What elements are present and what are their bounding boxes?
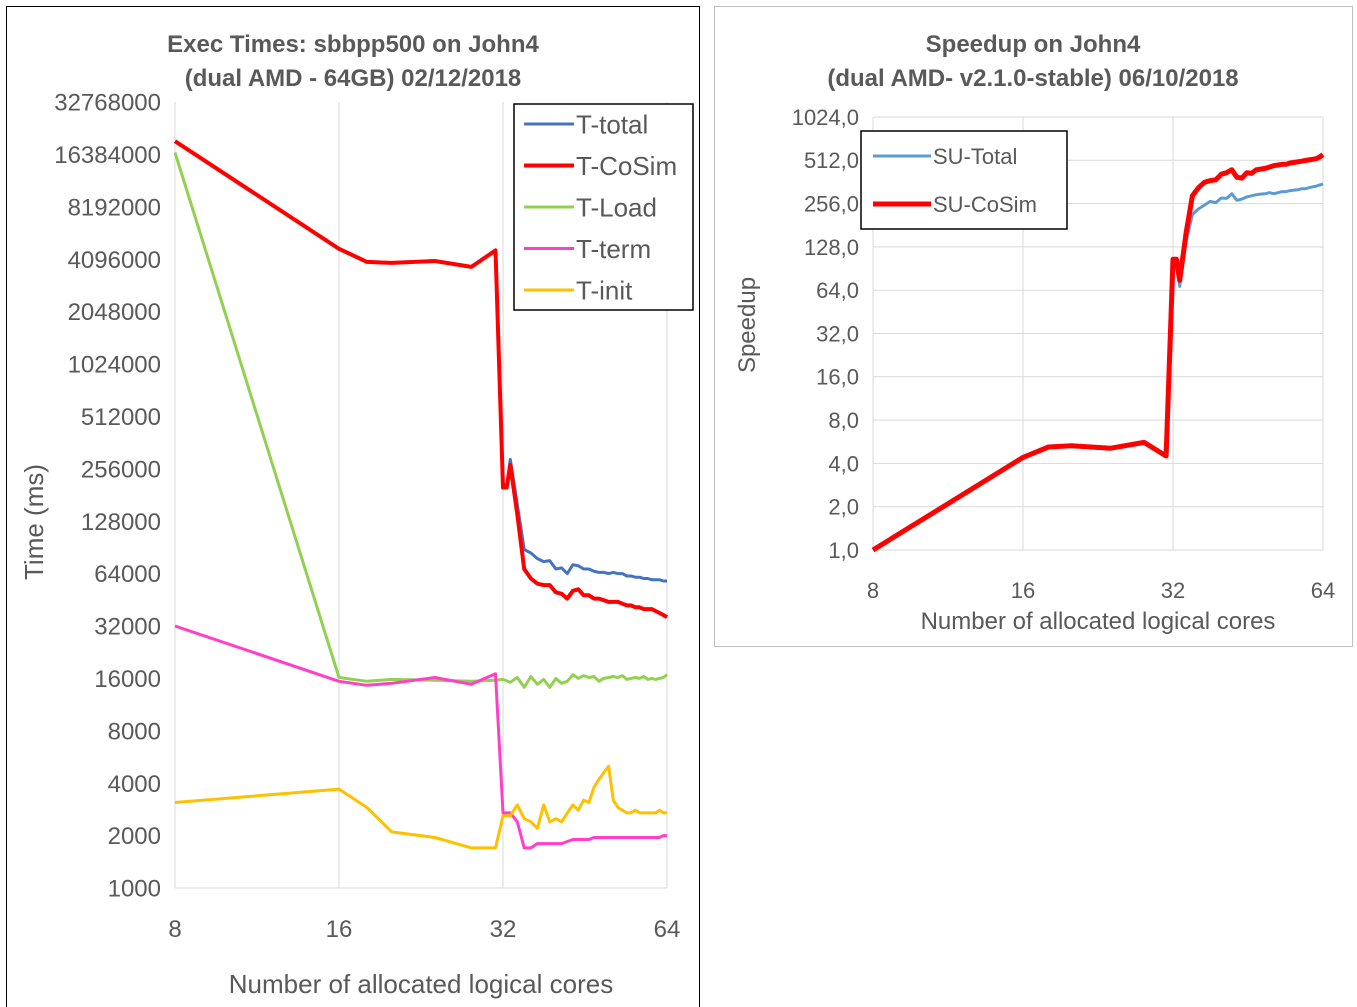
- series-line-t-term: [174, 624, 667, 850]
- y-tick-label: 128000: [81, 509, 161, 536]
- speedup-chart: Speedup on John4 (dual AMD- v2.1.0-stable…: [734, 31, 1335, 635]
- legend-label-su-cosim: SU-CoSim: [933, 192, 1037, 217]
- chart-title-line: Speedup on John4: [926, 31, 1141, 58]
- y-tick-label: 4000: [108, 771, 161, 798]
- y-tick-label: 16384000: [54, 142, 161, 169]
- x-axis-title: Number of allocated logical cores: [921, 608, 1276, 635]
- series-lines: [871, 152, 1325, 553]
- legend-label-t-cosim: T-CoSim: [576, 151, 677, 181]
- y-tick-label: 4096000: [68, 247, 161, 274]
- y-tick-label: 16000: [94, 666, 161, 693]
- x-tick-label: 64: [1311, 578, 1335, 603]
- y-tick-label: 4,0: [828, 451, 859, 476]
- legend: T-total T-CoSim T-Load T-term T-init: [513, 103, 694, 311]
- y-tick-label: 512,0: [804, 148, 859, 173]
- y-axis-title: Time (ms): [19, 464, 49, 580]
- y-tick-label: 1024,0: [792, 105, 859, 130]
- y-tick-label: 2048000: [68, 299, 161, 326]
- y-tick-label: 128,0: [804, 235, 859, 260]
- gridlines: [872, 116, 1324, 551]
- y-tick-label: 256,0: [804, 192, 859, 217]
- y-tick-label: 64,0: [816, 278, 859, 303]
- y-tick-label: 32000: [94, 614, 161, 641]
- y-tick-label: 16,0: [816, 365, 859, 390]
- series-lines: [173, 139, 668, 850]
- chart-title-line: (dual AMD- v2.1.0-stable) 06/10/2018: [827, 65, 1238, 92]
- y-tick-label: 8000: [108, 718, 161, 745]
- y-tick-label: 256000: [81, 456, 161, 483]
- x-tick-label: 16: [326, 916, 353, 943]
- x-tick-label: 32: [1161, 578, 1185, 603]
- y-axis-title: Speedup: [734, 277, 761, 373]
- exec-times-chart-panel: Exec Times: sbbpp500 on John4 (dual AMD -…: [6, 6, 700, 1007]
- y-tick-label: 32768000: [54, 90, 161, 117]
- y-tick-label: 64000: [94, 561, 161, 588]
- series-line-su-total: [872, 182, 1324, 552]
- y-tick-label: 32,0: [816, 321, 859, 346]
- y-tick-label: 2,0: [828, 495, 859, 520]
- y-tick-label: 8192000: [68, 194, 161, 221]
- series-line-su-cosim: [871, 152, 1325, 553]
- legend-label-su-total: SU-Total: [933, 144, 1017, 169]
- series-line-t-cosim: [173, 139, 668, 619]
- y-tick-label: 1024000: [68, 352, 161, 379]
- x-tick-label: 8: [867, 578, 879, 603]
- x-tick-label: 32: [490, 916, 517, 943]
- x-axis-title: Number of allocated logical cores: [229, 969, 613, 999]
- legend-label-t-total: T-total: [576, 109, 648, 139]
- legend-label-t-load: T-Load: [576, 192, 657, 222]
- y-tick-label: 1,0: [828, 538, 859, 563]
- exec-times-chart: Exec Times: sbbpp500 on John4 (dual AMD -…: [19, 31, 694, 999]
- chart-title-line: Exec Times: sbbpp500 on John4: [167, 31, 539, 58]
- x-tick-label: 8: [168, 916, 181, 943]
- legend-box: [513, 103, 694, 311]
- y-tick-label: 2000: [108, 823, 161, 850]
- y-tick-label: 512000: [81, 404, 161, 431]
- speedup-chart-panel: Speedup on John4 (dual AMD- v2.1.0-stable…: [714, 6, 1353, 647]
- series-line-t-load: [173, 152, 668, 689]
- chart-title-line: (dual AMD - 64GB) 02/12/2018: [185, 65, 522, 92]
- y-tick-label: 8,0: [828, 408, 859, 433]
- legend-label-t-term: T-term: [576, 234, 651, 264]
- x-tick-label: 64: [654, 916, 681, 943]
- x-tick-label: 16: [1011, 578, 1035, 603]
- series-line-t-init: [174, 764, 667, 850]
- legend-label-t-init: T-init: [576, 275, 633, 305]
- legend: SU-Total SU-CoSim: [860, 130, 1068, 230]
- y-tick-label: 1000: [108, 876, 161, 903]
- legend-box: [860, 130, 1068, 230]
